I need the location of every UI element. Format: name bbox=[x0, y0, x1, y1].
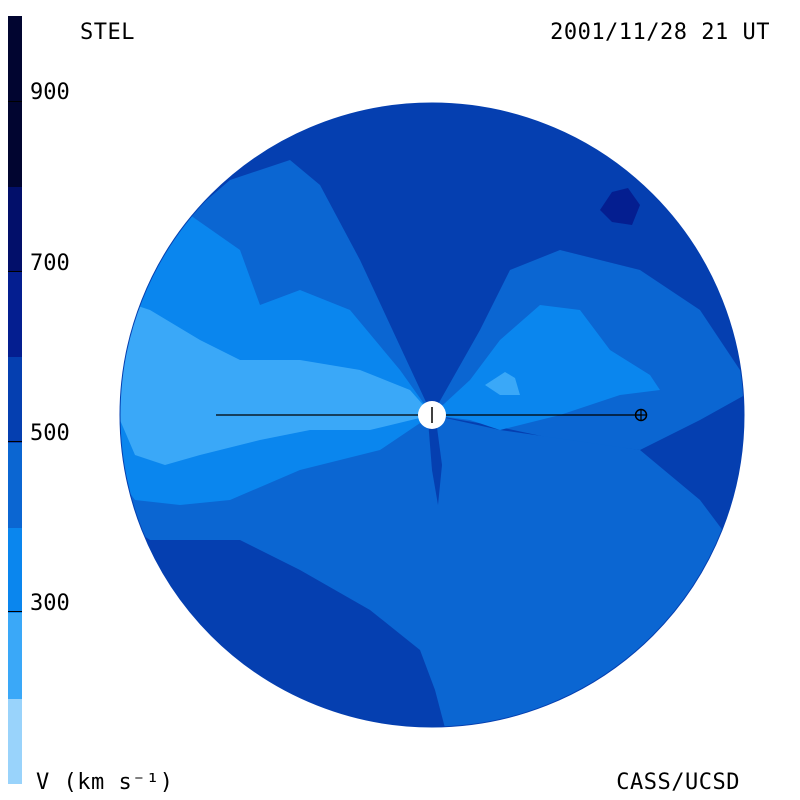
velocity-colorbar bbox=[8, 16, 22, 784]
region-400-500-lower bbox=[120, 415, 740, 727]
colorbar-label-500: 500 bbox=[30, 421, 70, 446]
credit-label: CASS/UCSD bbox=[616, 770, 740, 795]
colorbar-tick-700 bbox=[8, 271, 22, 272]
colorbar-segment bbox=[8, 527, 22, 614]
sun-icon bbox=[418, 401, 446, 429]
timestamp-label: 2001/11/28 21 UT bbox=[550, 20, 770, 45]
units-label: V (km s⁻¹) bbox=[36, 770, 174, 795]
earth-icon bbox=[634, 408, 648, 422]
colorbar-segment bbox=[8, 186, 22, 272]
region-600-700-patch bbox=[600, 188, 640, 225]
colorbar-segment bbox=[8, 698, 22, 784]
colorbar-segment bbox=[8, 271, 22, 358]
colorbar-label-900: 900 bbox=[30, 80, 70, 105]
colorbar-tick-900 bbox=[8, 101, 22, 102]
region-200-300-right bbox=[485, 372, 520, 395]
colorbar-tick-300 bbox=[8, 611, 22, 612]
colorbar-segment bbox=[8, 613, 22, 699]
colorbar-label-700: 700 bbox=[30, 251, 70, 276]
region-300-400-right bbox=[432, 305, 660, 430]
region-200-300-left bbox=[120, 300, 432, 465]
colorbar-tick-500 bbox=[8, 441, 22, 442]
region-500-600-wedge bbox=[428, 420, 442, 505]
colorbar-segment bbox=[8, 442, 22, 528]
colorbar-label-300: 300 bbox=[30, 591, 70, 616]
map-disk-outline bbox=[119, 102, 745, 728]
colorbar-segment bbox=[8, 357, 22, 443]
source-label: STEL bbox=[80, 20, 135, 45]
